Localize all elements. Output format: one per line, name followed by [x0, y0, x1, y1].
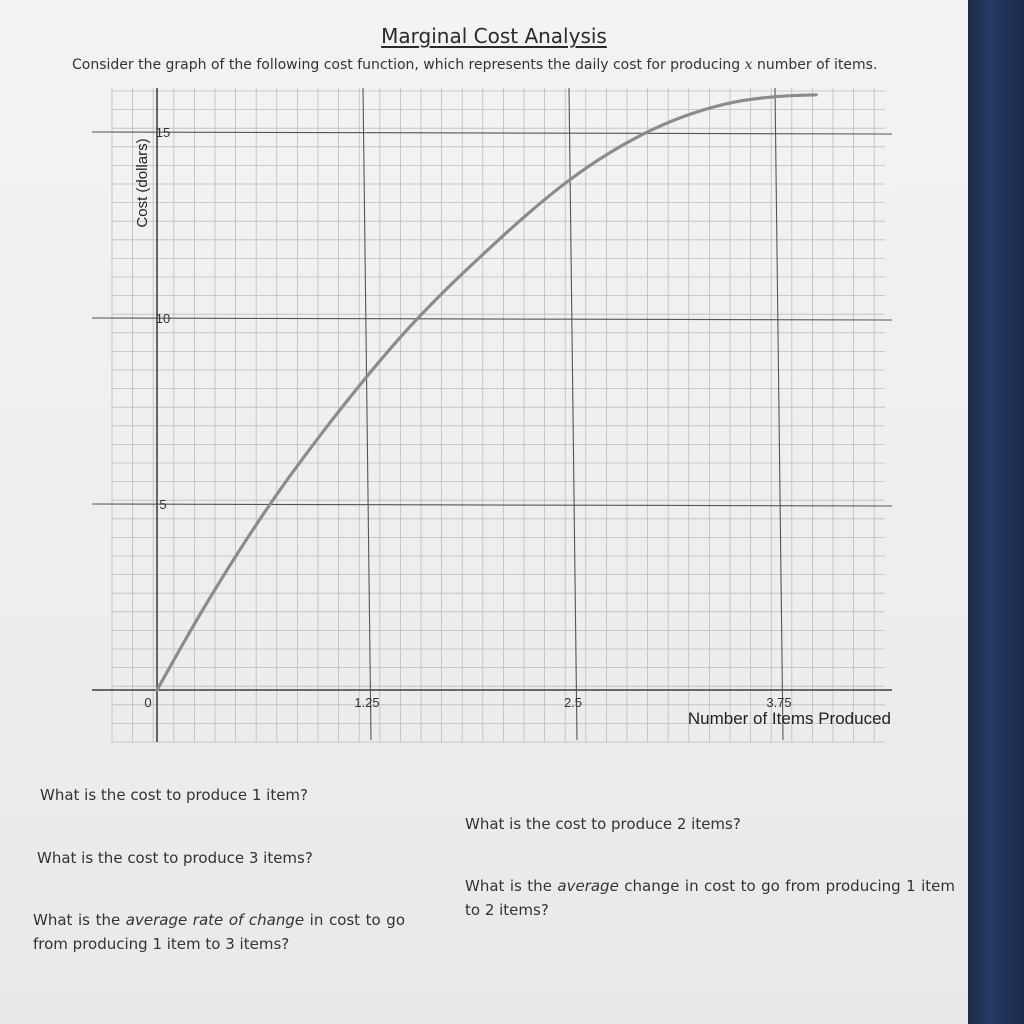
page-instructions: Consider the graph of the following cost…	[72, 57, 952, 73]
page-title: Marginal Cost Analysis	[381, 24, 607, 48]
instructions-variable: x	[744, 57, 753, 73]
question-emphasis: average rate of change	[125, 911, 305, 929]
x-tick-label: 0	[144, 695, 151, 710]
x-axis-label: Number of Items Produced	[688, 709, 891, 728]
cost-function-chart: 0 1.25 2.5 3.75 5 10 15 Cost (dollars) Number …	[91, 87, 893, 743]
question-cost-2-items: What is the cost to produce 2 items?	[465, 815, 741, 833]
major-gridline	[774, 87, 784, 741]
y-axis-label: Cost (dollars)	[134, 138, 151, 227]
major-gridline	[91, 503, 893, 507]
y-tick-label: 5	[159, 497, 166, 512]
x-tick-label: 3.75	[766, 695, 791, 710]
instructions-text-end: number of items.	[752, 57, 878, 73]
y-tick-label: 15	[156, 125, 170, 140]
worksheet-page	[0, 0, 968, 1024]
major-gridline	[568, 87, 578, 741]
question-emphasis: average	[557, 877, 619, 895]
x-tick-label: 2.5	[564, 695, 582, 710]
question-text: What is the	[33, 911, 126, 929]
tick-labels: 0 1.25 2.5 3.75 5 10 15	[144, 125, 791, 710]
question-text: in cost to go from producing 1 item to 3…	[33, 911, 405, 953]
question-text: What is the	[465, 877, 558, 895]
background-surface	[968, 0, 1024, 1024]
instructions-text-start: Consider the graph of the following cost…	[72, 57, 745, 73]
question-cost-1-item: What is the cost to produce 1 item?	[40, 786, 309, 804]
major-gridlines	[91, 87, 893, 742]
cost-curve	[155, 93, 818, 692]
question-cost-3-items: What is the cost to produce 3 items?	[37, 849, 313, 867]
question-average-rate-1-to-3: What is the average rate of change in co…	[33, 908, 405, 956]
major-gridline	[91, 131, 893, 135]
minor-gridlines	[111, 88, 885, 743]
question-average-change-1-to-2: What is the average change in cost to go…	[465, 874, 955, 922]
major-gridline	[91, 317, 893, 321]
major-gridline	[362, 87, 372, 741]
y-tick-label: 10	[156, 311, 170, 326]
question-text: change in cost to go from producing 1 it…	[465, 877, 955, 919]
x-tick-label: 1.25	[354, 695, 379, 710]
